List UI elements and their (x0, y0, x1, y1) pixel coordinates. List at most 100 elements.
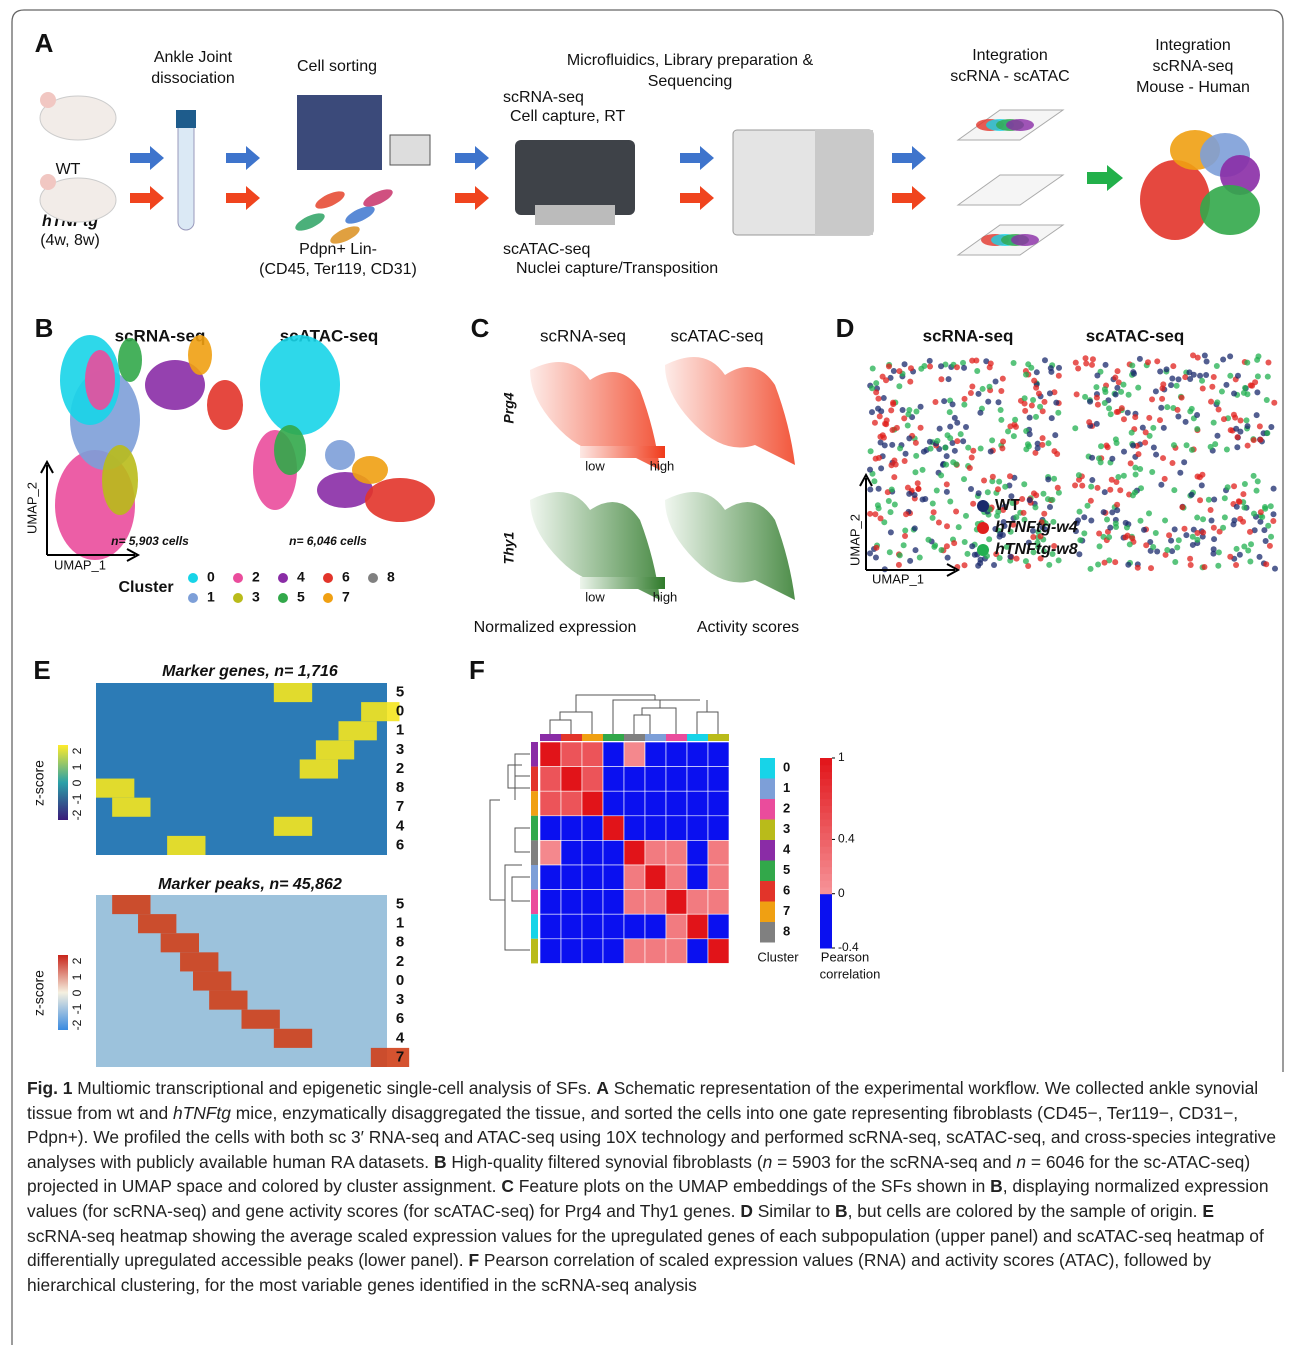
cell-dot (1175, 414, 1181, 420)
heatmap-cell (624, 816, 645, 841)
panel-label: C (471, 313, 490, 343)
cell-dot (1234, 546, 1240, 552)
heatmap-cell (666, 890, 687, 915)
cell-dot (1174, 545, 1180, 551)
umap-cluster (274, 425, 306, 475)
cell-dot (1033, 414, 1039, 420)
cell-dot (1257, 437, 1263, 443)
heatmap-block (274, 817, 312, 836)
cell-dot (1072, 482, 1078, 488)
colorbar (58, 745, 68, 820)
heatmap-cell (603, 742, 624, 767)
cell-dot (993, 378, 999, 384)
cell-dot (945, 555, 951, 561)
colorbar (820, 792, 832, 799)
cell-dot (1056, 365, 1062, 371)
row-label: 2 (396, 953, 404, 970)
tick-label: 1 (838, 750, 845, 764)
cell-dot (985, 399, 991, 405)
colorbar (820, 778, 832, 785)
cell-dot (1073, 360, 1079, 366)
cell-dot (1169, 375, 1175, 381)
label: n= 6,046 cells (289, 534, 367, 548)
cell-dot (1117, 487, 1123, 493)
dendrogram (550, 695, 718, 734)
cell-dot (873, 545, 879, 551)
cell-dot (1150, 425, 1156, 431)
caption-text: hTNFtg (173, 1103, 231, 1123)
cell-dot (1208, 507, 1214, 513)
cell-dot (1121, 473, 1127, 479)
colorbar (820, 812, 832, 819)
colorbar (820, 934, 832, 941)
cell-dot (1268, 424, 1274, 430)
umap-cluster (85, 350, 115, 410)
cell-dot (987, 384, 993, 390)
cell-dot (1079, 483, 1085, 489)
heatmap-block (361, 702, 399, 721)
row-label: 5 (396, 896, 404, 913)
cell-dot (1263, 538, 1269, 544)
cell-dot (1255, 478, 1261, 484)
cell-dot (974, 368, 980, 374)
cell-dot (986, 536, 992, 542)
cell-dot (1085, 503, 1091, 509)
tick-label: 0.4 (838, 832, 855, 846)
cell-dot (1113, 521, 1119, 527)
row-label: 7 (396, 1048, 404, 1065)
cell-dot (1141, 527, 1147, 533)
cell-dot (908, 365, 914, 371)
cell-dot (1121, 416, 1127, 422)
cell-dot (891, 474, 897, 480)
cell-dot (1089, 455, 1095, 461)
heatmap-cell (666, 742, 687, 767)
cell-dot (867, 511, 873, 517)
cell-dot (1051, 476, 1057, 482)
heatmap-block (242, 1010, 280, 1029)
cell-dot (1129, 430, 1135, 436)
cell-dot (976, 391, 982, 397)
heatmap-cell (687, 865, 708, 890)
label: Marker peaks, n= 45,862 (158, 876, 342, 893)
caption-text: B (990, 1176, 1003, 1196)
cell-dot (1179, 395, 1185, 401)
legend-swatch (760, 840, 775, 861)
heatmap-cell (540, 914, 561, 939)
cell-dot (876, 486, 882, 492)
cluster-strip (531, 914, 538, 939)
cell-dot (1127, 541, 1133, 547)
cell-dot (1023, 372, 1029, 378)
cell-dot (952, 448, 958, 454)
colorbar (820, 867, 832, 874)
cell-dot (1077, 509, 1083, 515)
legend-dot (233, 573, 243, 583)
cell-dot (938, 376, 944, 382)
cell-dot (988, 449, 994, 455)
cell-dot (913, 453, 919, 459)
cell-dot (953, 461, 959, 467)
cell-dot (1195, 530, 1201, 536)
sequencer-panel (815, 130, 873, 235)
cell-dot (1074, 391, 1080, 397)
colorbar (820, 826, 832, 833)
heatmap-block (161, 933, 199, 952)
label: UMAP_1 (872, 571, 924, 586)
cell-dot (1151, 444, 1157, 450)
heatmap-cell (687, 767, 708, 792)
umap-cluster (102, 445, 138, 515)
cell-dot (889, 427, 895, 433)
cell-dot (1083, 355, 1089, 361)
cell-dot (891, 368, 897, 374)
sorter (297, 95, 382, 170)
cell-dot (1121, 449, 1127, 455)
cell-dot (1175, 407, 1181, 413)
cell-dot (998, 417, 1004, 423)
cell-dot (1112, 559, 1118, 565)
cell-dot (1131, 371, 1137, 377)
cell-dot (1244, 391, 1250, 397)
cell-dot (931, 509, 937, 515)
legend-dot (278, 573, 288, 583)
cell-dot (934, 488, 940, 494)
legend-label: 4 (297, 569, 305, 585)
caption-text: Feature plots on the UMAP embeddings of … (514, 1176, 990, 1196)
